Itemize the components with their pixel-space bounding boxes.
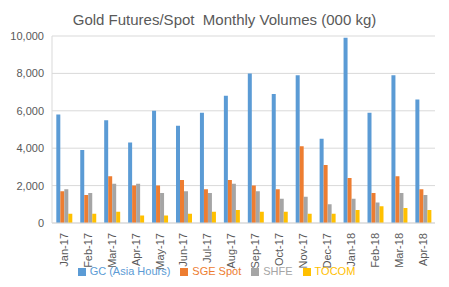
svg-text:0: 0	[38, 217, 44, 229]
svg-text:Sep-17: Sep-17	[249, 233, 261, 268]
html-text:GC (Asia Hours): GC (Asia Hours)	[89, 265, 171, 277]
html-text:SHFE: SHFE	[263, 265, 293, 277]
svg-text:Mar-17: Mar-17	[106, 233, 118, 268]
html-text:TOCOM: TOCOM	[314, 265, 356, 277]
svg-text:10,000: 10,000	[10, 32, 44, 42]
svg-text:6,000: 6,000	[16, 105, 44, 117]
svg-text:May-17: May-17	[154, 233, 166, 270]
html-text:SGE Spot: SGE Spot	[192, 265, 242, 277]
svg-text:Jan-18: Jan-18	[345, 233, 357, 267]
svg-text:4,000: 4,000	[16, 142, 44, 154]
svg-text:Jul-17: Jul-17	[201, 233, 213, 263]
svg-text:Jan-17: Jan-17	[58, 233, 70, 267]
svg-text:Nov-17: Nov-17	[297, 233, 309, 268]
svg-text:2,000: 2,000	[16, 180, 44, 192]
html-text:Gold Futures/Spot Monthly Volu: Gold Futures/Spot Monthly Volumes (000 k…	[72, 11, 377, 28]
svg-text:Mar-18: Mar-18	[393, 233, 405, 268]
svg-text:Jun-17: Jun-17	[177, 233, 189, 267]
svg-text:Apr-18: Apr-18	[417, 233, 429, 266]
svg-text:Feb-17: Feb-17	[82, 233, 94, 268]
svg-text:Apr-17: Apr-17	[130, 233, 142, 266]
svg-text:Oct-17: Oct-17	[273, 233, 285, 266]
svg-text:8,000: 8,000	[16, 67, 44, 79]
svg-text:Aug-17: Aug-17	[225, 233, 237, 268]
svg-text:Feb-18: Feb-18	[369, 233, 381, 268]
svg-text:Dec-17: Dec-17	[321, 233, 333, 268]
